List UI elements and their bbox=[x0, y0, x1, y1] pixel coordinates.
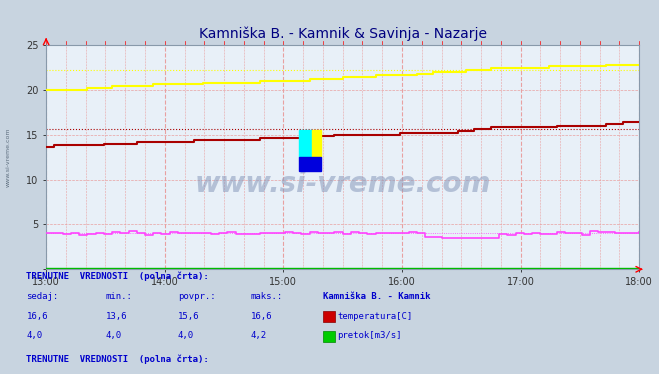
Text: 4,2: 4,2 bbox=[250, 331, 266, 340]
Title: Kamniška B. - Kamnik & Savinja - Nazarje: Kamniška B. - Kamnik & Savinja - Nazarje bbox=[198, 27, 487, 41]
Text: Kamniška B. - Kamnik: Kamniška B. - Kamnik bbox=[323, 292, 430, 301]
Bar bbox=[299, 157, 321, 171]
Bar bbox=[312, 130, 321, 157]
Text: 13,6: 13,6 bbox=[105, 312, 127, 321]
Text: min.:: min.: bbox=[105, 292, 132, 301]
Text: povpr.:: povpr.: bbox=[178, 292, 215, 301]
Text: 16,6: 16,6 bbox=[26, 312, 48, 321]
Text: 15,6: 15,6 bbox=[178, 312, 200, 321]
Text: 4,0: 4,0 bbox=[26, 331, 42, 340]
Text: 16,6: 16,6 bbox=[250, 312, 272, 321]
Text: temperatura[C]: temperatura[C] bbox=[337, 312, 413, 321]
Text: www.si-vreme.com: www.si-vreme.com bbox=[5, 127, 11, 187]
Bar bbox=[299, 130, 312, 157]
Text: pretok[m3/s]: pretok[m3/s] bbox=[337, 331, 402, 340]
Text: sedaj:: sedaj: bbox=[26, 292, 59, 301]
Text: www.si-vreme.com: www.si-vreme.com bbox=[194, 170, 491, 198]
Text: 4,0: 4,0 bbox=[105, 331, 121, 340]
Text: TRENUTNE  VREDNOSTI  (polna črta):: TRENUTNE VREDNOSTI (polna črta): bbox=[26, 271, 209, 280]
Text: maks.:: maks.: bbox=[250, 292, 283, 301]
Text: TRENUTNE  VREDNOSTI  (polna črta):: TRENUTNE VREDNOSTI (polna črta): bbox=[26, 355, 209, 364]
Text: 4,0: 4,0 bbox=[178, 331, 194, 340]
